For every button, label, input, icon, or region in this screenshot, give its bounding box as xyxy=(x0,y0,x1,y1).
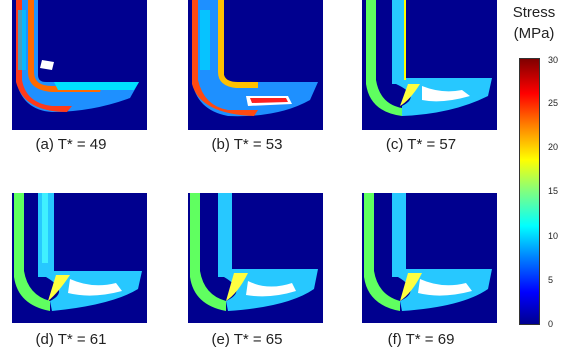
panel-caption-b: (b) T* = 53 xyxy=(211,136,283,153)
panel-caption-e: (e) T* = 65 xyxy=(211,331,283,348)
stress-map-c xyxy=(362,0,497,130)
stress-map-b xyxy=(188,0,323,130)
colorbar-tick: 20 xyxy=(548,142,559,152)
panel-caption-a: (a) T* = 49 xyxy=(35,136,107,153)
stress-map-e xyxy=(188,193,323,323)
colorbar-tick: 10 xyxy=(548,231,559,241)
panel-caption-d: (d) T* = 61 xyxy=(35,331,107,348)
panel-caption-f: (f) T* = 69 xyxy=(387,331,455,348)
stress-map-a xyxy=(12,0,147,130)
colorbar-tick: 15 xyxy=(548,186,559,196)
colorbar-tick: 25 xyxy=(548,98,559,108)
stress-map-d xyxy=(12,193,147,323)
colorbar-title: Stress xyxy=(512,4,556,21)
stress-colorbar xyxy=(519,58,540,325)
colorbar-tick: 30 xyxy=(548,55,559,65)
colorbar-tick: 0 xyxy=(548,319,554,329)
panel-caption-c: (c) T* = 57 xyxy=(385,136,457,153)
stress-map-f xyxy=(362,193,497,323)
colorbar-tick: 5 xyxy=(548,275,554,285)
colorbar-unit: (MPa) xyxy=(513,25,555,42)
